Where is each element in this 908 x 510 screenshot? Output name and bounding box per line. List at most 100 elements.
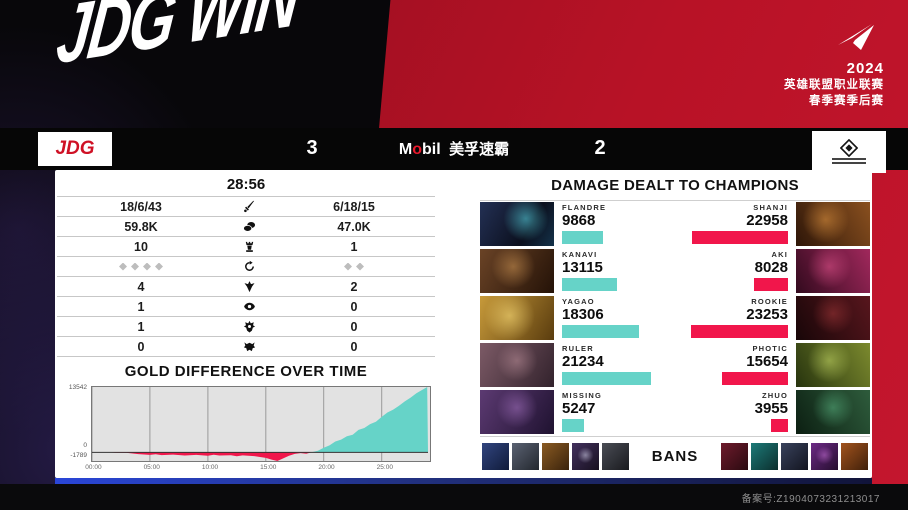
jdg-team-logo: JDG <box>38 132 112 166</box>
player-name: RULER <box>562 344 594 353</box>
damage-right-cell: ZHUO 3955 <box>675 389 796 435</box>
stat-left-value: 0 <box>137 339 145 354</box>
x-axis-tick: 20:00 <box>318 464 335 471</box>
damage-value: 18306 <box>562 306 604 323</box>
stat-row: 59.8K 47.0K <box>57 216 435 236</box>
nip-logo-wordmark <box>832 158 866 165</box>
sponsor-chinese-text: 美孚速霸 <box>449 141 510 158</box>
kda-sword-icon <box>225 200 273 213</box>
right-team-score: 2 <box>594 137 606 159</box>
damage-left-cell: YAGAO 18306 <box>554 295 675 341</box>
bans-row: BANS <box>480 443 870 470</box>
champion-portrait-right <box>796 343 870 387</box>
damage-right-cell: ROOKIE 23253 <box>675 295 796 341</box>
stat-row: 18/6/43 6/18/15 <box>57 196 435 216</box>
damage-left-cell: KANAVI 13115 <box>554 248 675 294</box>
x-axis-tick: 05:00 <box>143 464 160 471</box>
stat-right-value: 47.0K <box>337 219 371 234</box>
damage-bar-left <box>562 419 584 432</box>
stat-left-value: 10 <box>134 239 148 254</box>
champion-portrait-right <box>796 202 870 246</box>
banned-champion-icon <box>602 443 629 470</box>
banned-champion-icon <box>542 443 569 470</box>
baron-icon <box>225 320 273 333</box>
damage-bar-right <box>691 231 788 244</box>
damage-value: 5247 <box>562 400 596 417</box>
damage-row: KANAVI 13115 AKI 8028 <box>480 248 870 294</box>
champion-portrait-left <box>480 249 554 293</box>
damage-row: FLANDRE 9868 SHANJI 22958 <box>480 201 870 247</box>
damage-bar-right <box>690 325 788 338</box>
banned-champion-icon <box>482 443 509 470</box>
champion-portrait-left <box>480 296 554 340</box>
footer-bar: 备案号:Z1904073231213017 <box>0 484 908 510</box>
chart-x-axis: 00:00 05:00 10:00 15:00 20:00 25:00 <box>85 462 429 474</box>
bans-label: BANS <box>651 448 699 465</box>
player-name: MISSING <box>562 391 603 400</box>
sponsor-text-tail: bil <box>421 141 441 158</box>
damage-bar-left <box>562 372 651 385</box>
banned-champion-icon <box>810 443 838 470</box>
banned-champion-icon <box>572 443 599 470</box>
drake-mini-icon <box>356 262 364 271</box>
champion-portrait-left <box>480 343 554 387</box>
damage-title: DAMAGE DEALT TO CHAMPIONS <box>551 177 799 194</box>
chart-canvas <box>91 386 431 462</box>
lpl-plane-icon <box>838 24 876 56</box>
game-time: 28:56 <box>226 176 266 193</box>
player-name: YAGAO <box>562 297 595 306</box>
stat-row: 10 1 <box>57 236 435 256</box>
elemental-drakes-icon <box>225 260 273 273</box>
x-axis-tick: 10:00 <box>201 464 219 471</box>
gold-coins-icon <box>225 220 273 233</box>
match-stats-column: 28:56 18/6/43 6/18/15 59.8K 47.0K 10 1 4 2 1 0 1 0 0… <box>57 172 435 474</box>
damage-value: 13115 <box>562 259 603 276</box>
damage-column: DAMAGE DEALT TO CHAMPIONS FLANDRE 9868 SHA… <box>480 172 870 470</box>
dragon-icon <box>225 280 273 293</box>
stats-panel: 28:56 18/6/43 6/18/15 59.8K 47.0K 10 1 4 2 1 0 1 0 0… <box>55 170 872 478</box>
damage-value: 22958 <box>746 212 788 229</box>
player-name: SHANJI <box>753 203 788 212</box>
nip-team-logo <box>812 131 886 173</box>
drake-mini-icon <box>131 262 139 271</box>
x-axis-tick: 15:00 <box>260 464 277 471</box>
champion-portrait-right <box>796 390 870 434</box>
stat-row <box>57 256 435 276</box>
damage-bar-right <box>754 278 788 291</box>
damage-value: 21234 <box>562 353 604 370</box>
league-name: 英雄联盟职业联赛 <box>784 79 884 91</box>
stat-left-value <box>57 260 225 274</box>
player-name: AKI <box>771 250 788 259</box>
panel-bottom-strip <box>55 478 872 485</box>
gold-chart-title: GOLD DIFFERENCE OVER TIME <box>124 363 368 380</box>
champion-portrait-left <box>480 202 554 246</box>
damage-row: RULER 21234 PHOTIC 15654 <box>480 342 870 388</box>
champion-portrait-right <box>796 249 870 293</box>
damage-value: 8028 <box>754 259 788 276</box>
damage-left-cell: MISSING 5247 <box>554 389 675 435</box>
damage-right-cell: AKI 8028 <box>675 248 796 294</box>
y-tick-min: -1789 <box>70 452 87 459</box>
banned-champion-icon <box>780 443 808 470</box>
left-team-score: 3 <box>306 137 318 159</box>
stat-left-value: 1 <box>137 319 145 334</box>
damage-bar-left <box>562 231 604 244</box>
jdg-logo-text: JDG <box>55 138 95 159</box>
sponsor-logo: Mobil 美孚速霸 <box>0 138 908 159</box>
bans-right-group <box>720 443 868 470</box>
chart-y-axis: 13542 0 -1789 <box>61 384 91 474</box>
stat-left-value: 1 <box>137 299 145 314</box>
damage-value: 3955 <box>754 400 788 417</box>
champion-portrait-right <box>796 296 870 340</box>
player-name: PHOTIC <box>752 344 788 353</box>
banned-champion-icon <box>720 443 748 470</box>
elder-dragon-icon <box>225 340 273 353</box>
stat-right-value: 0 <box>350 299 358 314</box>
stat-left-value: 4 <box>137 279 145 294</box>
stat-right-value: 1 <box>350 239 358 254</box>
league-badge: 2024 英雄联盟职业联赛 春季赛季后赛 <box>784 24 884 109</box>
stat-right-value <box>273 260 435 274</box>
